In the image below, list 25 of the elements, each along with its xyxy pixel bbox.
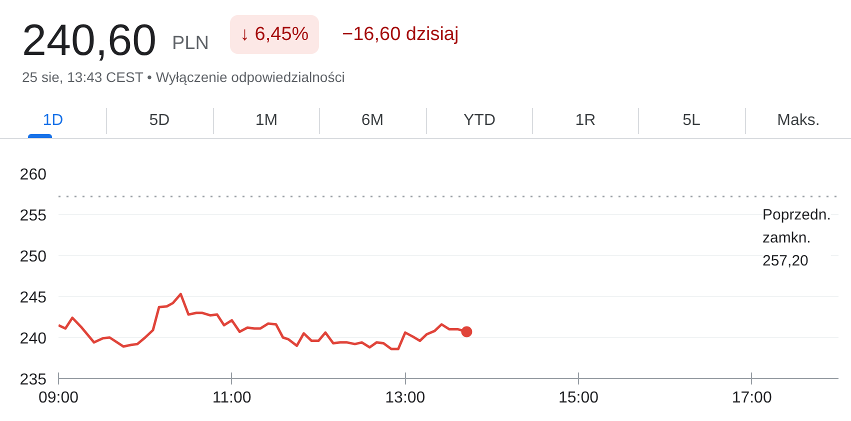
text: 1M — [213, 108, 319, 134]
text: PLN — [172, 32, 209, 56]
text: −16,60 dzisiaj — [342, 23, 459, 47]
y-tick-label: 260 — [20, 166, 47, 184]
text: YTD — [426, 108, 532, 134]
y-tick-label: 240 — [20, 330, 47, 348]
y-tick-label: 250 — [20, 248, 47, 266]
text: 1R — [532, 108, 638, 134]
y-tick-label: 235 — [20, 372, 47, 388]
text: 25 sie, 13:43 CEST • Wyłączenie odpowiedzialności — [22, 68, 345, 87]
text: ↓ 6,45% — [230, 15, 319, 54]
y-tick-label: 245 — [20, 290, 47, 306]
ref-line-label: Poprzedn. zamkn. 257,20 — [762, 206, 831, 270]
text: Maks. — [745, 108, 851, 134]
chart-title: 240,60 — [22, 16, 157, 65]
y-tick-label: 255 — [20, 208, 47, 224]
text: 1D — [42, 111, 64, 131]
text: 5D — [106, 108, 212, 134]
x-tick-label: 15:00 — [558, 390, 599, 406]
text: 6M — [319, 108, 425, 134]
x-tick-label: 11:00 — [212, 390, 252, 406]
x-tick-label: 09:00 — [38, 390, 79, 406]
text: 5L — [638, 108, 744, 134]
x-tick-label: 17:00 — [732, 390, 772, 406]
x-tick-label: 13:00 — [385, 390, 426, 406]
